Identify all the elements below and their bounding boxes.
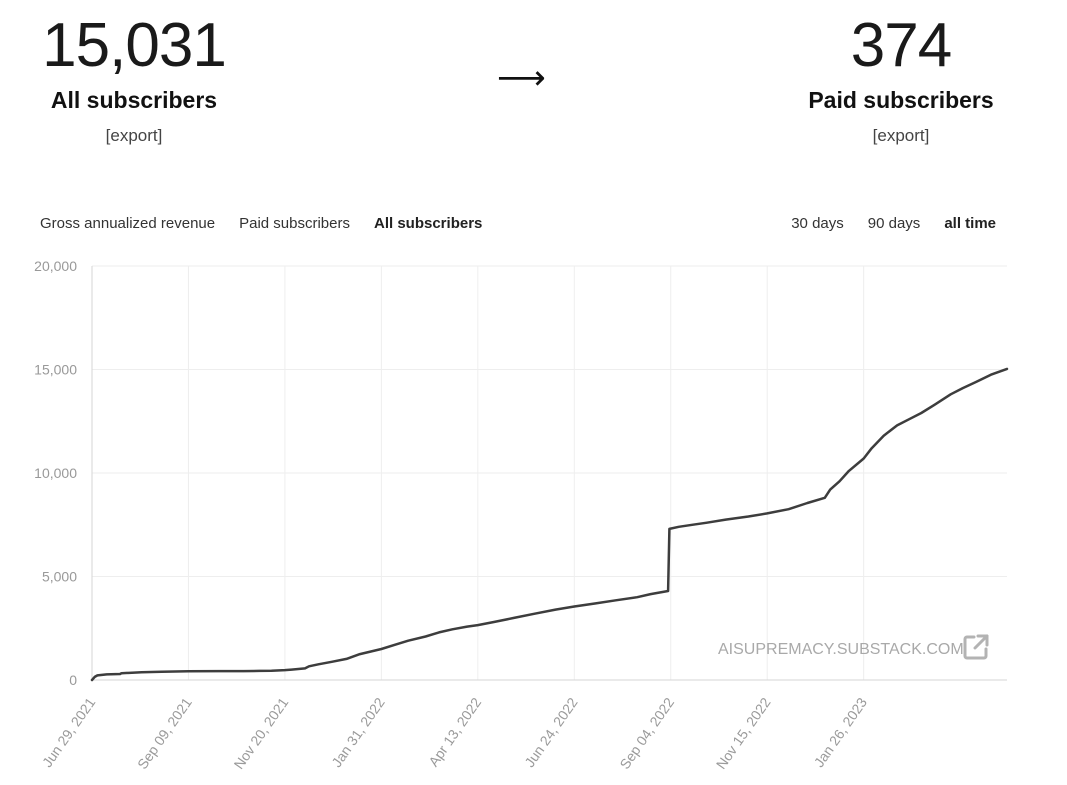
x-tick-label: Sep 09, 2021: [134, 694, 195, 772]
y-tick-label: 20,000: [34, 258, 77, 274]
tab-all-subscribers[interactable]: All subscribers: [374, 215, 483, 232]
y-tick-label: 15,000: [34, 362, 77, 378]
paid-subscribers-export-link[interactable]: [export]: [872, 126, 930, 145]
external-link-icon[interactable]: [962, 633, 990, 661]
y-tick-label: 10,000: [34, 465, 77, 481]
x-tick-label: Jun 24, 2022: [521, 694, 581, 770]
tab-paid-subscribers[interactable]: Paid subscribers: [239, 215, 350, 232]
range-tabs: 30 days 90 days all time: [767, 214, 996, 234]
range-tab-30-days[interactable]: 30 days: [791, 215, 844, 232]
x-tick-label: Sep 04, 2022: [616, 694, 677, 772]
metric-tabs: Gross annualized revenue Paid subscribers…: [40, 214, 506, 234]
range-tab-90-days[interactable]: 90 days: [867, 215, 921, 232]
x-tick-label: Jan 31, 2022: [328, 694, 388, 770]
y-tick-label: 5,000: [42, 569, 77, 585]
all-subscribers-series-line: [90, 367, 1009, 682]
all-subscribers-export-link[interactable]: [export]: [105, 126, 163, 145]
all-subscribers-count: 15,031: [42, 11, 227, 80]
x-tick-label: Nov 15, 2022: [713, 694, 774, 772]
y-tick-label: 0: [69, 672, 77, 688]
all-subscribers-stat: 15,031 All subscribers [export]: [34, 10, 234, 147]
tab-gross-annualized-revenue[interactable]: Gross annualized revenue: [40, 215, 216, 232]
paid-subscribers-stat: 374 Paid subscribers [export]: [801, 10, 1001, 147]
paid-subscribers-count: 374: [850, 11, 952, 80]
range-tab-all-time[interactable]: all time: [944, 215, 996, 232]
x-tick-label: Apr 13, 2022: [425, 694, 484, 769]
x-tick-label: Nov 20, 2021: [230, 694, 291, 772]
chart-grid: [92, 265, 1007, 680]
watermark-text: AISUPREMACY.SUBSTACK.COM: [718, 641, 964, 658]
x-axis-ticks: Jun 29, 2021 Sep 09, 2021 Nov 20, 2021 Jan …: [39, 694, 870, 772]
chart-axes: [91, 266, 1007, 681]
series-layer: [90, 367, 1009, 682]
right-arrow-icon: ⟶: [497, 58, 546, 98]
paid-subscribers-label: Paid subscribers: [808, 87, 994, 113]
y-axis-ticks: 0 5,000 10,000 15,000 20,000: [34, 258, 77, 688]
all-subscribers-label: All subscribers: [50, 87, 218, 113]
x-tick-label: Jan 26, 2023: [811, 694, 871, 770]
x-tick-label: Jun 29, 2021: [39, 694, 99, 770]
